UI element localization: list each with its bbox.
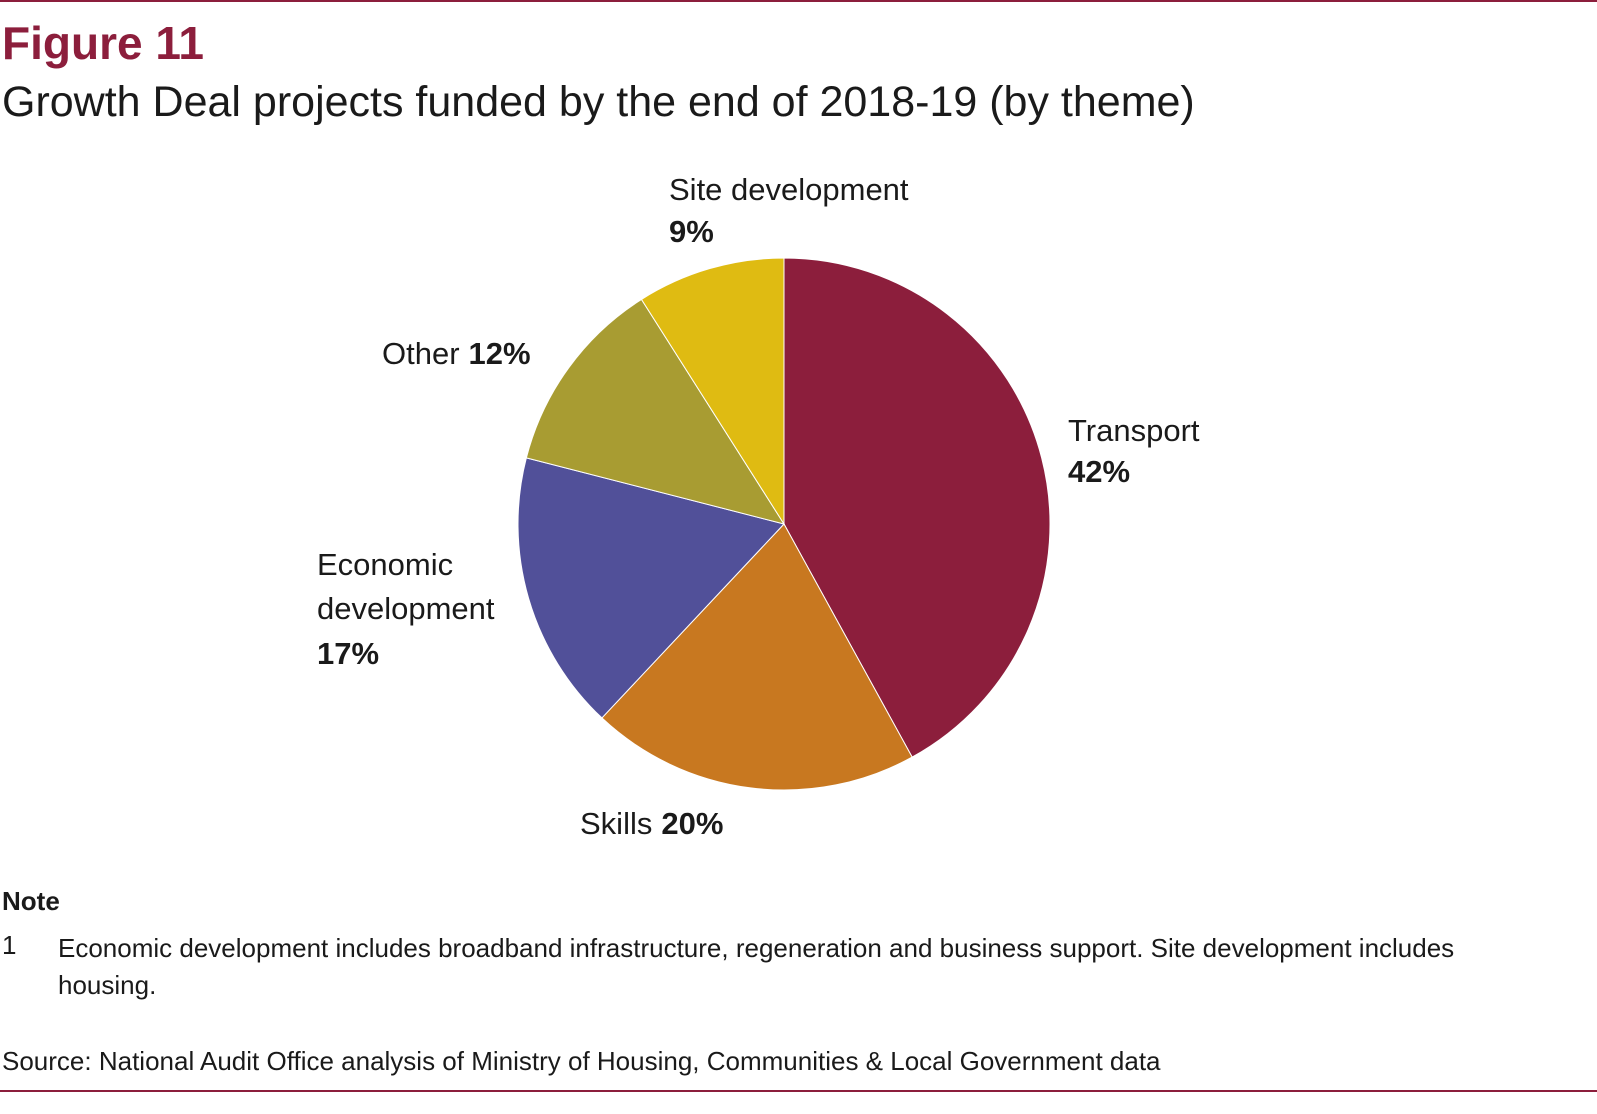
pct-site-development: 9% <box>669 214 714 249</box>
note-number: 1 <box>2 930 17 960</box>
label-other-group: Other 12% <box>382 336 531 371</box>
label-economic-line1: Economic <box>317 547 453 582</box>
pie-slice-site-development <box>640 257 785 526</box>
top-rule <box>0 0 1597 2</box>
label-skills: Skills <box>580 806 652 841</box>
label-economic-line2: development <box>317 591 495 626</box>
pct-other: 12% <box>469 336 531 371</box>
label-other: Other <box>382 336 460 371</box>
pie-slice-transport <box>783 257 1051 758</box>
pct-transport: 42% <box>1068 454 1130 489</box>
label-site-development: Site development <box>669 172 909 207</box>
pie-chart: Site development 9% Other 12% Transport 4… <box>317 172 1200 841</box>
note-text: Economic development includes broadband … <box>58 933 1455 1000</box>
pie-slices <box>517 257 1051 791</box>
pie-slice-economic-development <box>517 457 785 719</box>
pie-slice-other <box>525 298 786 525</box>
source-text: Source: National Audit Office analysis o… <box>2 1046 1161 1076</box>
pct-economic-development: 17% <box>317 636 379 671</box>
figure-title: Growth Deal projects funded by the end o… <box>2 78 1195 126</box>
pie-slice-skills <box>601 523 913 791</box>
figure-label: Figure 11 <box>2 17 204 69</box>
label-transport: Transport <box>1068 413 1200 448</box>
label-skills-group: Skills 20% <box>580 806 723 841</box>
bottom-rule <box>0 1090 1597 1092</box>
note-heading: Note <box>2 886 60 916</box>
pct-skills: 20% <box>661 806 723 841</box>
